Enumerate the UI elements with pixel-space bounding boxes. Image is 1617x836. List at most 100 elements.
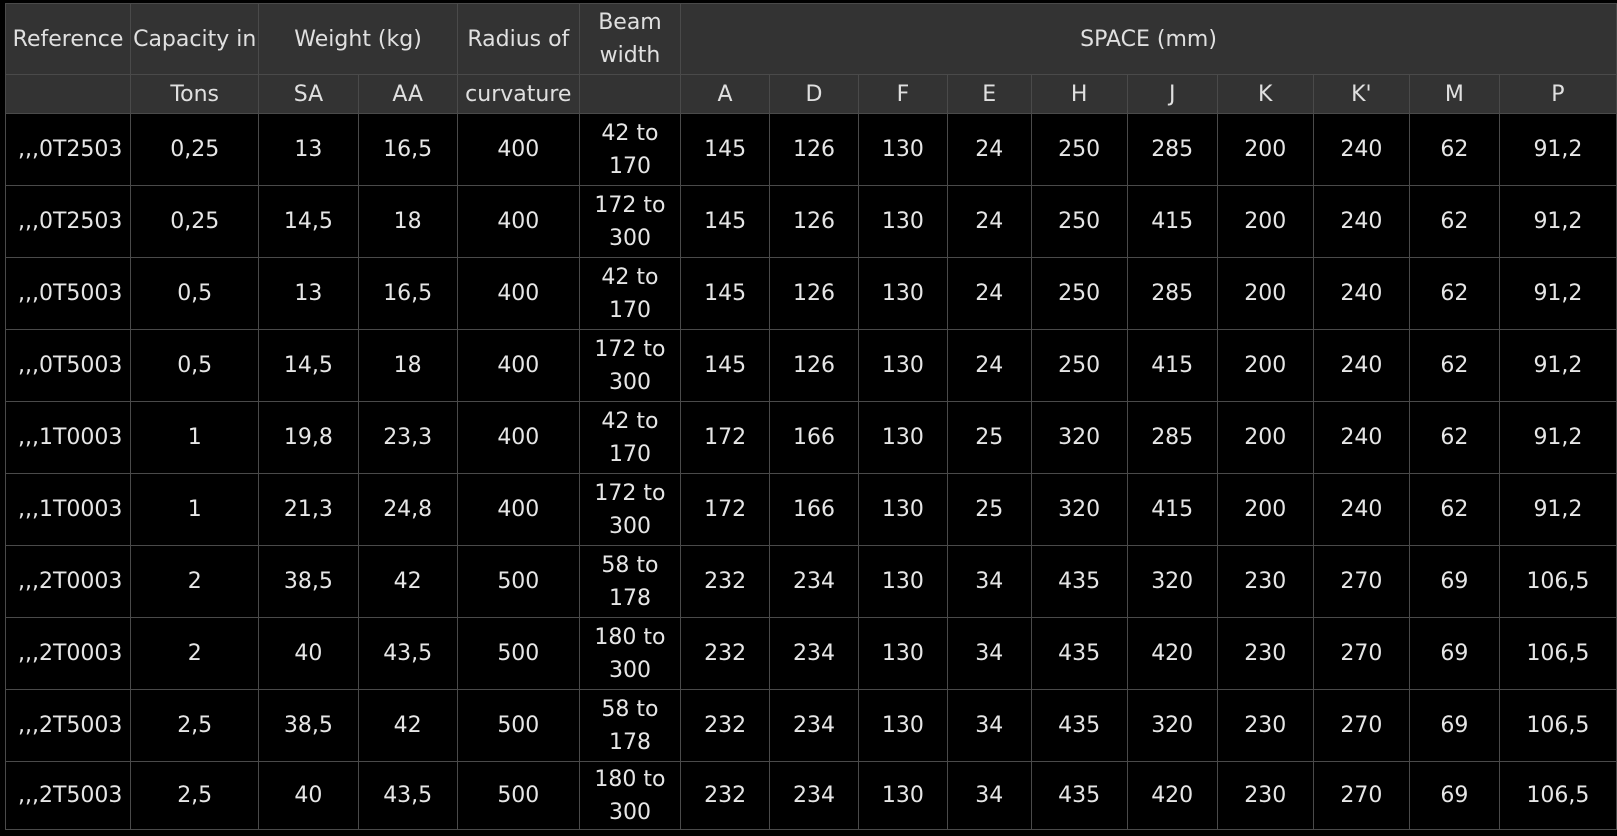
space-k-cell: 200 xyxy=(1216,329,1314,402)
space-m-cell: 69 xyxy=(1408,689,1500,762)
reference-cell: ,,,0T5003 xyxy=(4,329,132,402)
space-d-cell: 234 xyxy=(769,545,859,618)
beam-width-cell: 180 to 300 xyxy=(578,761,682,830)
space-m-cell: 62 xyxy=(1408,329,1500,402)
table-row: ,,,2T0003 2 38,5 42 500 58 to 178 232 234 130 34 4… xyxy=(4,545,1617,618)
space-h-cell: 435 xyxy=(1030,761,1128,830)
capacity-cell: 2,5 xyxy=(130,761,260,830)
space-m-cell: 62 xyxy=(1408,185,1500,258)
space-f-cell: 130 xyxy=(857,401,948,474)
reference-cell: ,,,2T0003 xyxy=(4,617,132,690)
table-row: ,,,0T5003 0,5 14,5 18 400 172 to 300 145 126 130… xyxy=(4,329,1617,402)
weight-aa-cell: 42 xyxy=(357,545,458,618)
beam-width-cell: 172 to 300 xyxy=(578,473,682,546)
space-k-cell: 230 xyxy=(1216,761,1314,830)
weight-aa-cell: 16,5 xyxy=(357,257,458,330)
space-k-prime-cell: 270 xyxy=(1312,761,1410,830)
space-a-cell: 172 xyxy=(680,473,771,546)
header-space: SPACE (mm) xyxy=(680,3,1617,75)
header-capacity-unit: Tons xyxy=(130,74,260,114)
space-e-cell: 24 xyxy=(946,329,1032,402)
space-k-prime-cell: 240 xyxy=(1312,473,1410,546)
space-d-cell: 234 xyxy=(769,761,859,830)
reference-cell: ,,,2T0003 xyxy=(4,545,132,618)
space-k-prime-cell: 240 xyxy=(1312,257,1410,330)
beam-width-cell: 180 to 300 xyxy=(578,617,682,690)
space-j-cell: 415 xyxy=(1126,329,1218,402)
space-k-prime-cell: 240 xyxy=(1312,329,1410,402)
space-d-cell: 234 xyxy=(769,617,859,690)
radius-cell: 500 xyxy=(456,689,580,762)
space-e-cell: 34 xyxy=(946,761,1032,830)
capacity-cell: 0,25 xyxy=(130,185,260,258)
space-k-cell: 200 xyxy=(1216,401,1314,474)
space-e-cell: 34 xyxy=(946,545,1032,618)
space-j-cell: 420 xyxy=(1126,617,1218,690)
space-j-cell: 420 xyxy=(1126,761,1218,830)
table-row: ,,,1T0003 1 21,3 24,8 400 172 to 300 172 166 130… xyxy=(4,473,1617,546)
space-j-cell: 285 xyxy=(1126,257,1218,330)
weight-sa-cell: 40 xyxy=(258,761,359,830)
header-space-d: D xyxy=(769,74,859,114)
beam-width-cell: 42 to 170 xyxy=(578,113,682,186)
space-p-cell: 91,2 xyxy=(1498,113,1617,186)
header-space-m: M xyxy=(1408,74,1500,114)
space-h-cell: 320 xyxy=(1030,473,1128,546)
weight-sa-cell: 14,5 xyxy=(258,329,359,402)
space-a-cell: 172 xyxy=(680,401,771,474)
space-k-prime-cell: 240 xyxy=(1312,401,1410,474)
space-k-cell: 200 xyxy=(1216,113,1314,186)
space-j-cell: 285 xyxy=(1126,113,1218,186)
header-space-a: A xyxy=(680,74,771,114)
space-m-cell: 62 xyxy=(1408,113,1500,186)
reference-cell: ,,,1T0003 xyxy=(4,473,132,546)
space-j-cell: 320 xyxy=(1126,545,1218,618)
radius-cell: 500 xyxy=(456,545,580,618)
capacity-cell: 2,5 xyxy=(130,689,260,762)
space-f-cell: 130 xyxy=(857,617,948,690)
header-space-h: H xyxy=(1030,74,1128,114)
space-e-cell: 24 xyxy=(946,257,1032,330)
radius-cell: 500 xyxy=(456,761,580,830)
space-p-cell: 106,5 xyxy=(1498,617,1617,690)
reference-cell: ,,,2T5003 xyxy=(4,689,132,762)
space-d-cell: 126 xyxy=(769,257,859,330)
reference-cell: ,,,2T5003 xyxy=(4,761,132,830)
table-row: ,,,2T5003 2,5 40 43,5 500 180 to 300 232 234 130… xyxy=(4,761,1617,830)
weight-sa-cell: 38,5 xyxy=(258,689,359,762)
space-k-cell: 200 xyxy=(1216,473,1314,546)
space-f-cell: 130 xyxy=(857,761,948,830)
header-row-top: Reference Capacity in Weight (kg) Radius… xyxy=(4,3,1617,75)
space-a-cell: 232 xyxy=(680,689,771,762)
beam-width-cell: 172 to 300 xyxy=(578,329,682,402)
space-f-cell: 130 xyxy=(857,473,948,546)
header-weight-sa: SA xyxy=(258,74,359,114)
space-e-cell: 34 xyxy=(946,617,1032,690)
space-m-cell: 69 xyxy=(1408,617,1500,690)
reference-cell: ,,,0T2503 xyxy=(4,113,132,186)
space-k-cell: 230 xyxy=(1216,617,1314,690)
header-space-e: E xyxy=(946,74,1032,114)
space-h-cell: 250 xyxy=(1030,113,1128,186)
space-k-cell: 230 xyxy=(1216,545,1314,618)
table-row: ,,,1T0003 1 19,8 23,3 400 42 to 170 172 166 130 2… xyxy=(4,401,1617,474)
radius-cell: 400 xyxy=(456,185,580,258)
space-h-cell: 435 xyxy=(1030,689,1128,762)
space-f-cell: 130 xyxy=(857,329,948,402)
space-p-cell: 91,2 xyxy=(1498,473,1617,546)
radius-cell: 400 xyxy=(456,473,580,546)
space-k-cell: 200 xyxy=(1216,185,1314,258)
beam-width-cell: 58 to 178 xyxy=(578,545,682,618)
radius-cell: 400 xyxy=(456,257,580,330)
table-row: ,,,2T0003 2 40 43,5 500 180 to 300 232 234 130 34… xyxy=(4,617,1617,690)
space-k-prime-cell: 270 xyxy=(1312,617,1410,690)
space-k-cell: 200 xyxy=(1216,257,1314,330)
capacity-cell: 0,5 xyxy=(130,257,260,330)
header-radius: Radius of xyxy=(456,3,580,75)
space-d-cell: 126 xyxy=(769,185,859,258)
table-row: ,,,0T2503 0,25 14,5 18 400 172 to 300 145 126 13… xyxy=(4,185,1617,258)
reference-cell: ,,,0T5003 xyxy=(4,257,132,330)
space-a-cell: 145 xyxy=(680,113,771,186)
reference-cell: ,,,0T2503 xyxy=(4,185,132,258)
space-f-cell: 130 xyxy=(857,257,948,330)
